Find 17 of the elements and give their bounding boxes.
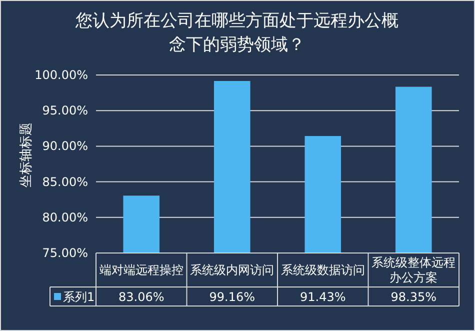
y-tick-label: 100.00% bbox=[34, 68, 88, 82]
x-tick-label: 系统级数据访问 bbox=[280, 263, 365, 277]
data-label: 91.43% bbox=[300, 290, 346, 304]
y-tick-label: 80.00% bbox=[42, 210, 88, 224]
y-tick-label: 95.00% bbox=[42, 104, 88, 118]
y-axis-title: 坐标轴标题 bbox=[19, 122, 34, 188]
chart-title: 您认为所在公司在哪些方面处于远程办公概念下的弱势领域？ bbox=[74, 11, 398, 55]
y-tick-label: 85.00% bbox=[42, 174, 88, 189]
data-label: 98.35% bbox=[390, 290, 437, 304]
data-label: 99.16% bbox=[209, 290, 256, 304]
data-label: 83.06% bbox=[118, 290, 164, 304]
legend-label: 系列1 bbox=[63, 290, 95, 304]
x-tick-label: 系统级整体远程办公方案 bbox=[372, 256, 456, 284]
x-tick-label: 端对端远程操控 bbox=[99, 263, 184, 277]
x-tick-label: 系统级内网访问 bbox=[190, 263, 274, 277]
y-tick-label: 75.00% bbox=[42, 246, 88, 260]
y-tick-label: 90.00% bbox=[42, 139, 88, 154]
